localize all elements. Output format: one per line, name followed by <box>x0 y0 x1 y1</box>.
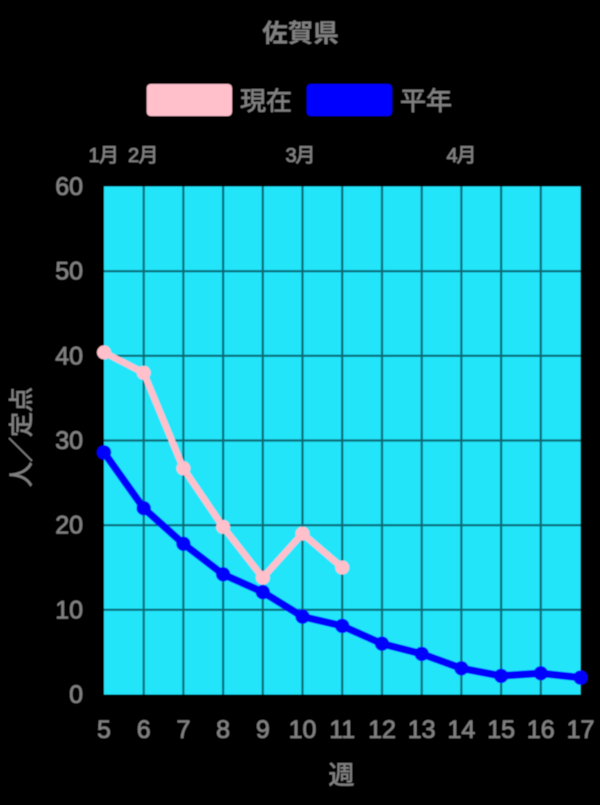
svg-text:5: 5 <box>97 716 111 744</box>
svg-text:0: 0 <box>69 681 83 709</box>
svg-text:7: 7 <box>176 716 190 744</box>
svg-text:3: 3 <box>285 145 296 167</box>
svg-text:50: 50 <box>55 258 83 286</box>
svg-text:20: 20 <box>55 512 83 540</box>
svg-text:12: 12 <box>368 716 396 744</box>
svg-text:1: 1 <box>88 145 99 167</box>
svg-text:2: 2 <box>128 145 139 167</box>
svg-text:13: 13 <box>408 716 436 744</box>
svg-text:8: 8 <box>216 716 230 744</box>
svg-text:15: 15 <box>487 716 515 744</box>
svg-text:60: 60 <box>55 173 83 201</box>
svg-text:11: 11 <box>329 716 355 744</box>
svg-text:30: 30 <box>55 427 83 455</box>
svg-text:9: 9 <box>256 716 270 744</box>
svg-text:10: 10 <box>289 716 317 744</box>
svg-text:10: 10 <box>55 596 83 624</box>
svg-text:16: 16 <box>527 716 555 744</box>
svg-text:4: 4 <box>446 145 457 167</box>
svg-text:6: 6 <box>137 716 151 744</box>
svg-text:40: 40 <box>55 342 83 370</box>
svg-text:14: 14 <box>447 716 475 744</box>
svg-text:17: 17 <box>567 716 595 744</box>
